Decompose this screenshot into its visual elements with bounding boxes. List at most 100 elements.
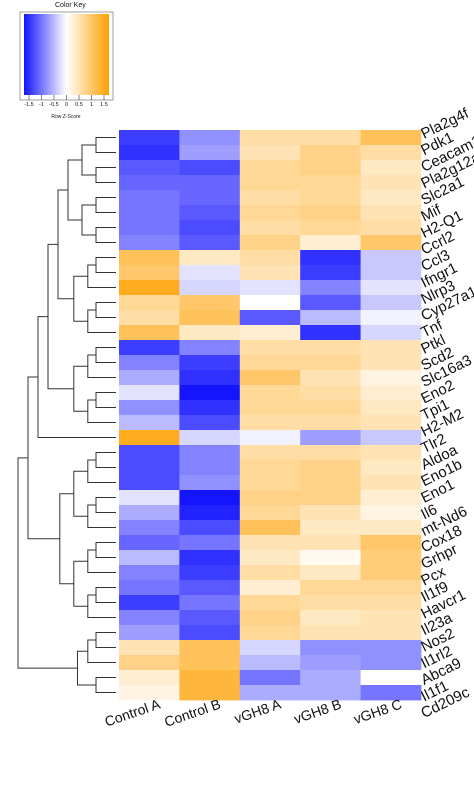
heatmap-cell	[360, 445, 422, 461]
heatmap-cell	[360, 610, 422, 626]
heatmap-cell	[119, 310, 180, 326]
heatmap-cell	[119, 415, 180, 431]
heatmap-cell	[239, 670, 301, 686]
heatmap-cell	[119, 430, 180, 446]
heatmap-cell	[239, 175, 301, 191]
heatmap-cell	[179, 250, 241, 266]
heatmap-cell	[300, 640, 361, 656]
heatmap-cell	[360, 205, 422, 221]
dendrogram-branch	[81, 144, 96, 176]
heatmap-cell	[119, 655, 180, 671]
heatmap-cell	[179, 340, 241, 356]
heatmap-cell	[239, 550, 301, 566]
heatmap-cell	[179, 415, 241, 431]
dendrogram-branch	[59, 493, 74, 585]
heatmap-cell	[119, 145, 180, 161]
heatmap-cell	[179, 205, 241, 221]
heatmap-cell	[179, 325, 241, 341]
heatmap-cell	[179, 520, 241, 536]
heatmap-cell	[239, 250, 301, 266]
heatmap-cell	[300, 580, 361, 596]
heatmap-cell	[119, 280, 180, 296]
dendrogram-branch	[87, 459, 116, 483]
heatmap-cell	[239, 340, 301, 356]
heatmap-cell	[360, 520, 422, 536]
heatmap-cell	[360, 340, 422, 356]
heatmap-cell	[360, 295, 422, 311]
heatmap-cell	[179, 430, 241, 446]
heatmap-cell	[300, 355, 361, 371]
dendrogram-branch	[95, 587, 116, 603]
dendrogram-branch	[87, 639, 116, 663]
dendrogram-branch	[87, 549, 116, 573]
heatmap-cell	[360, 580, 422, 596]
heatmap-cell	[239, 520, 301, 536]
heatmap-cell	[179, 655, 241, 671]
heatmap-cell	[119, 355, 180, 371]
dendrogram-branch	[17, 457, 78, 669]
heatmap-cell	[239, 130, 301, 146]
heatmap-cell	[300, 340, 361, 356]
heatmap-cell	[300, 280, 361, 296]
heatmap-cell	[119, 505, 180, 521]
heatmap-cell	[300, 370, 361, 386]
heatmap-cell	[119, 160, 180, 176]
dendrogram-branch	[87, 309, 116, 333]
heatmap-cell	[179, 595, 241, 611]
color-key-tick-label: -0.5	[49, 102, 58, 108]
dendrogram-branch	[73, 365, 88, 412]
heatmap-cell	[360, 565, 422, 581]
heatmap-cell	[179, 475, 241, 491]
dendrogram-branch	[87, 504, 116, 528]
heatmap-cell	[239, 415, 301, 431]
heatmap-cell	[360, 145, 422, 161]
heatmap-cell	[300, 145, 361, 161]
heatmap-cell	[300, 385, 361, 401]
heatmap-cell	[119, 205, 180, 221]
color-key-tick-label: 0	[65, 102, 68, 108]
heatmap-cell	[119, 625, 180, 641]
heatmap-cell	[360, 400, 422, 416]
color-key-tick-label: -1	[39, 102, 44, 108]
heatmap-cell	[300, 310, 361, 326]
dendrogram-branch	[47, 243, 74, 390]
heatmap-cell	[119, 685, 180, 701]
heatmap-cell	[179, 490, 241, 506]
heatmap-cell	[360, 220, 422, 236]
color-key-tick-label: 1.5	[100, 102, 108, 108]
heatmap-cell	[179, 280, 241, 296]
dendrogram-branch	[87, 264, 116, 288]
heatmap-cell	[239, 310, 301, 326]
color-key-tick-label: 1	[90, 102, 93, 108]
heatmap-cell	[179, 400, 241, 416]
dendrogram-branch	[95, 302, 116, 318]
heatmap-cell	[300, 415, 361, 431]
heatmap-cell	[179, 175, 241, 191]
heatmap-cell	[300, 670, 361, 686]
heatmap-cell	[119, 235, 180, 251]
heatmap-cell	[239, 235, 301, 251]
heatmap-cell	[360, 490, 422, 506]
heatmap-cell	[360, 265, 422, 281]
heatmap-cell	[119, 370, 180, 386]
heatmap-cell	[239, 430, 301, 446]
heatmap-cell	[239, 190, 301, 206]
heatmap-cell	[179, 505, 241, 521]
heatmap-cell	[360, 370, 422, 386]
heatmap-cell	[239, 160, 301, 176]
heatmap-cell	[239, 610, 301, 626]
heatmap-cell	[119, 220, 180, 236]
heatmap-cell	[119, 265, 180, 281]
heatmap-cell	[179, 295, 241, 311]
heatmap-cell	[360, 310, 422, 326]
heatmap-cell	[239, 325, 301, 341]
heatmap-cell	[300, 190, 361, 206]
heatmap-cell	[179, 670, 241, 686]
heatmap-cell	[360, 550, 422, 566]
heatmap-cell	[119, 400, 180, 416]
heatmap-cell	[119, 340, 180, 356]
heatmap-cell	[360, 595, 422, 611]
heatmap-cell	[239, 400, 301, 416]
heatmap-cell	[239, 205, 301, 221]
heatmap-cell	[300, 400, 361, 416]
